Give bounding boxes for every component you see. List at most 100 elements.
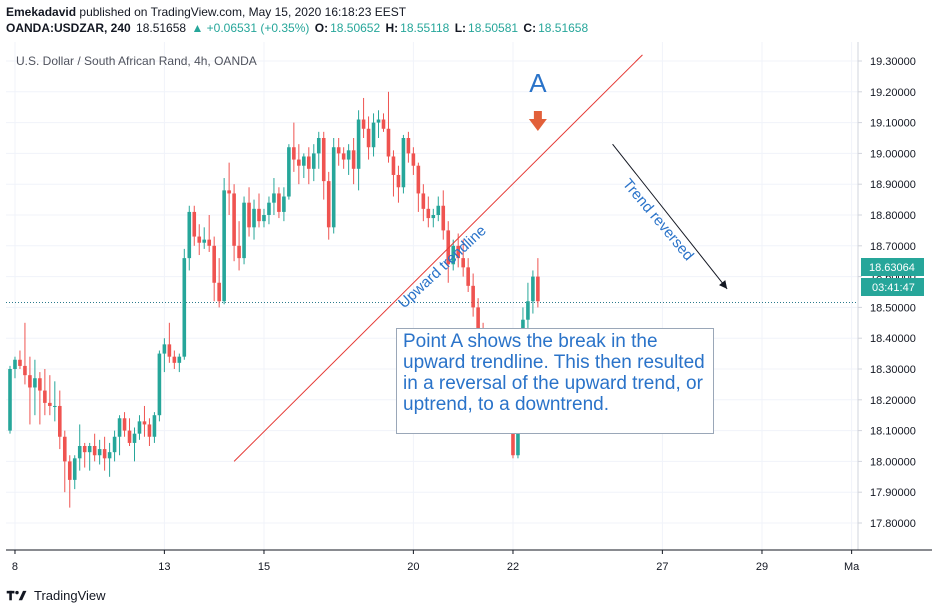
candle [62, 430, 67, 493]
point-a-arrow-icon [528, 111, 547, 131]
y-tick-label: 17.90000 [870, 487, 916, 499]
y-tick-label: 19.00000 [870, 148, 916, 160]
candle-body [282, 196, 286, 212]
y-tick-label: 18.90000 [870, 179, 916, 191]
candle-body [122, 418, 127, 431]
published-text: published on TradingView.com, May 15, 20… [79, 5, 407, 19]
candle-body [252, 208, 256, 228]
candle [536, 258, 540, 308]
candle [401, 134, 406, 194]
candle-body [28, 375, 32, 388]
candle [72, 455, 77, 490]
candle [331, 138, 336, 234]
candle-body [531, 276, 535, 302]
candle [48, 375, 52, 416]
x-tick-label: 22 [507, 561, 519, 573]
candle-body [431, 215, 436, 219]
candle [381, 113, 386, 132]
candle-body [38, 378, 42, 391]
candle [441, 190, 446, 240]
x-tick-label: 8 [12, 561, 18, 573]
x-tick-label: 13 [158, 561, 170, 573]
candle [257, 193, 261, 228]
candle [277, 187, 281, 219]
countdown-value: 03:41:47 [872, 282, 915, 294]
candle-body [127, 430, 132, 443]
y-tick-label: 17.80000 [870, 518, 916, 530]
candle [267, 196, 271, 225]
candle [127, 418, 132, 446]
candle [117, 415, 122, 456]
candle [242, 196, 246, 265]
candle-body [536, 276, 540, 302]
candle [197, 224, 202, 256]
candle-body [396, 174, 401, 188]
candle-body [446, 230, 451, 265]
candle [366, 116, 371, 160]
candle [222, 178, 226, 305]
upward-trendline[interactable] [233, 54, 643, 462]
candle-body [242, 202, 246, 259]
publisher-name[interactable]: Emekadavid [6, 5, 77, 19]
candle [456, 233, 460, 268]
candle [416, 162, 421, 212]
y-tick-label: 18.30000 [870, 364, 916, 376]
time-axis[interactable]: 8 13 15 20 22 27 29 Ma [12, 550, 860, 573]
candle-body [107, 452, 112, 459]
candle-body [466, 267, 470, 286]
brand-name: TradingView [34, 588, 106, 603]
candle [212, 236, 216, 302]
candle-body [391, 156, 396, 175]
candle [8, 365, 12, 434]
candle [142, 405, 147, 437]
open-value: 18.50652 [330, 21, 381, 35]
candle-body [172, 356, 177, 363]
candle [391, 150, 396, 197]
candle-body [287, 147, 291, 197]
candle-body [277, 193, 281, 212]
candle [361, 97, 366, 138]
candle-body [356, 119, 361, 169]
candle [421, 184, 426, 222]
candle-body [401, 138, 406, 188]
y-tick-label: 18.50000 [870, 302, 916, 314]
candle-body [416, 165, 421, 194]
candle [247, 187, 251, 237]
candle [431, 208, 436, 228]
candle-body [8, 369, 12, 431]
candle [92, 433, 97, 462]
footer-branding[interactable]: TradingView [6, 588, 106, 603]
candle-body [33, 378, 37, 388]
symbol-label: OANDA:USDZAR, 240 [6, 21, 131, 35]
candle-body [311, 153, 316, 169]
candle [451, 239, 456, 271]
candle [33, 359, 37, 416]
candle [302, 153, 306, 179]
x-tick-label: 27 [656, 561, 668, 573]
high-value: 18.55118 [400, 21, 450, 35]
candle-body [202, 239, 207, 243]
candle [531, 270, 535, 314]
candle-body [192, 211, 197, 237]
ohlc-legend: OANDA:USDZAR, 240 18.51658 ▲ +0.06531 (+… [6, 20, 590, 36]
candle-body [13, 359, 17, 369]
candle-body [476, 307, 480, 333]
candle-body [426, 208, 431, 219]
candle [272, 178, 276, 215]
candle [152, 412, 157, 443]
point-a-label: A [529, 68, 547, 98]
candle-body [147, 424, 152, 437]
candle [207, 215, 211, 252]
price-axis[interactable]: 17.80000 17.90000 18.00000 18.10000 18.20000… [858, 56, 916, 530]
low-label: L: [454, 21, 467, 35]
candle-body [302, 156, 306, 166]
candle [341, 147, 346, 169]
candle-body [346, 150, 351, 160]
candle-body [386, 128, 391, 157]
candle-body [77, 446, 82, 459]
reversal-arrow[interactable] [612, 143, 728, 290]
candle-body [411, 153, 416, 166]
candle [311, 144, 316, 182]
candle [356, 110, 361, 191]
